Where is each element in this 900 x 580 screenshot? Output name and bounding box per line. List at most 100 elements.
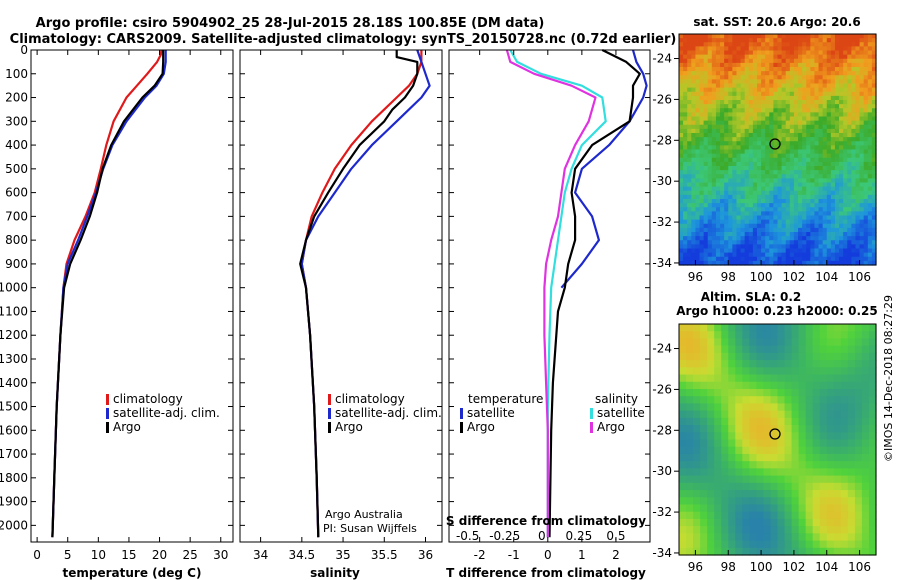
- heatmap-cell: [798, 324, 807, 332]
- heatmap-cell: [871, 100, 877, 105]
- heatmap-cell: [703, 83, 709, 89]
- heatmap-cell: [814, 120, 820, 126]
- heatmap-cell: [695, 62, 701, 68]
- heatmap-cell: [740, 199, 746, 204]
- heatmap-cell: [785, 71, 791, 76]
- heatmap-cell: [819, 324, 828, 332]
- heatmap-cell: [822, 248, 828, 254]
- heatmap-cell: [855, 227, 861, 233]
- s-tick-label: -0.5: [456, 529, 479, 543]
- heatmap-cell: [793, 186, 799, 192]
- heatmap-cell: [770, 331, 779, 340]
- heatmap-cell: [830, 194, 836, 200]
- heatmap-cell: [740, 211, 746, 217]
- heatmap-cell: [826, 38, 832, 43]
- heatmap-cell: [686, 526, 694, 534]
- heatmap-cell: [798, 211, 803, 217]
- heatmap-cell: [715, 157, 721, 163]
- heatmap-cell: [687, 244, 692, 250]
- heatmap-cell: [711, 38, 717, 43]
- heatmap-cell: [819, 331, 828, 340]
- heatmap-cell: [700, 475, 708, 484]
- heatmap-cell: [715, 199, 721, 204]
- heatmap-cell: [798, 34, 803, 39]
- heatmap-cell: [847, 540, 856, 549]
- heatmap-cell: [777, 345, 786, 354]
- heatmap-cell: [756, 497, 765, 506]
- heatmap-cell: [871, 211, 877, 217]
- heatmap-cell: [700, 331, 708, 340]
- heatmap-cell: [798, 475, 807, 484]
- heatmap-cell: [699, 256, 705, 262]
- heatmap-cell: [851, 62, 857, 68]
- heatmap-cell: [740, 219, 746, 225]
- heatmap-cell: [826, 145, 832, 151]
- heatmap-cell: [720, 145, 725, 151]
- heatmap-cell: [752, 91, 758, 97]
- heatmap-cell: [724, 182, 729, 188]
- heatmap-cell: [854, 388, 863, 397]
- heatmap-cell: [802, 244, 807, 250]
- heatmap-cell: [785, 50, 791, 56]
- heatmap-cell: [679, 46, 684, 52]
- heatmap-cell: [854, 331, 863, 340]
- heatmap-cell: [834, 100, 840, 105]
- heatmap-cell: [826, 223, 832, 229]
- heatmap-cell: [724, 260, 729, 266]
- heatmap-cell: [798, 236, 803, 241]
- heatmap-cell: [742, 468, 750, 477]
- heatmap-cell: [867, 34, 873, 39]
- salinity-panel: 34 34.5 35 35.5 36 salinity climatology sate…: [239, 49, 443, 580]
- heatmap-cell: [854, 425, 863, 433]
- heatmap-cell: [805, 388, 814, 397]
- heatmap-cell: [752, 240, 758, 245]
- heatmap-cell: [693, 432, 701, 441]
- heatmap-cell: [703, 100, 709, 105]
- heatmap-cell: [785, 190, 791, 196]
- heatmap-cell: [711, 133, 717, 138]
- heatmap-cell: [834, 95, 840, 101]
- heatmap-cell: [840, 338, 849, 347]
- heatmap-cell: [789, 87, 795, 93]
- heatmap-cell: [843, 112, 848, 118]
- heatmap-cell: [784, 360, 793, 368]
- heatmap-cell: [802, 62, 807, 68]
- heatmap-cell: [679, 446, 687, 455]
- heatmap-cell: [748, 211, 754, 217]
- heatmap-cell: [798, 490, 807, 498]
- heatmap-cell: [773, 116, 779, 122]
- heatmap-cell: [700, 497, 708, 506]
- heatmap-cell: [867, 95, 873, 101]
- heatmap-cell: [784, 547, 793, 556]
- heatmap-cell: [736, 166, 742, 171]
- heatmap-cell: [728, 248, 733, 254]
- heatmap-cell: [863, 34, 869, 39]
- heatmap-cell: [851, 215, 857, 221]
- heatmap-cell: [770, 453, 779, 462]
- heatmap-cell: [770, 540, 779, 549]
- heatmap-cell: [707, 417, 715, 426]
- heatmap-cell: [679, 236, 684, 241]
- heatmap-cell: [819, 417, 828, 426]
- heatmap-cell: [769, 149, 774, 155]
- heatmap-cell: [830, 178, 836, 184]
- heatmap-cell: [851, 75, 857, 80]
- heatmap-cell: [789, 116, 795, 122]
- heatmap-cell: [707, 137, 713, 142]
- heatmap-cell: [715, 145, 721, 151]
- heatmap-cell: [805, 374, 814, 383]
- heatmap-cell: [781, 79, 787, 85]
- heatmap-cell: [859, 38, 865, 43]
- heatmap-cell: [693, 518, 701, 527]
- heatmap-cell: [784, 417, 793, 426]
- heatmap-cell: [814, 58, 820, 64]
- heatmap-cell: [826, 403, 835, 412]
- heatmap-cell: [830, 240, 836, 245]
- heatmap-cell: [691, 108, 697, 113]
- heatmap-cell: [789, 133, 795, 138]
- heatmap-cell: [867, 178, 873, 184]
- heatmap-cell: [761, 116, 766, 122]
- heatmap-cell: [806, 211, 811, 217]
- heatmap-cell: [728, 120, 733, 126]
- heatmap-cell: [732, 133, 738, 138]
